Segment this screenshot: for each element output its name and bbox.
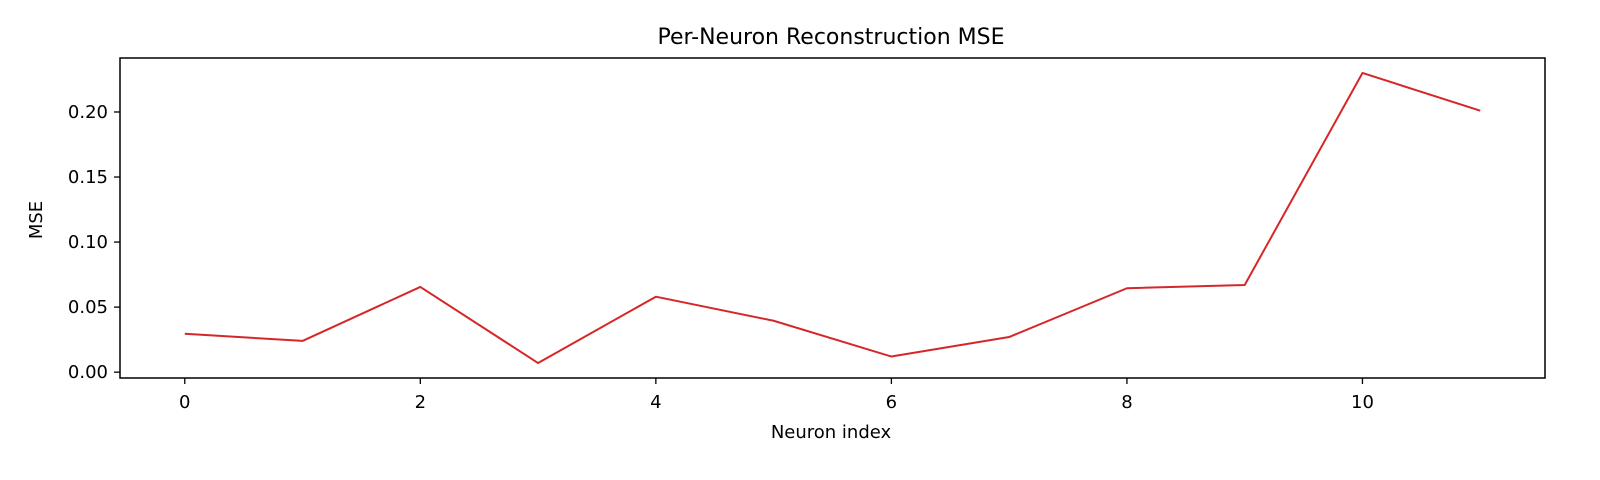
chart-title: Per-Neuron Reconstruction MSE xyxy=(658,25,1005,50)
y-axis-label: MSE xyxy=(26,201,47,239)
plot-area xyxy=(184,71,1481,365)
y-tick-label: 0.00 xyxy=(68,362,108,383)
x-tick-label: 2 xyxy=(415,392,426,413)
plot-frame xyxy=(119,57,1546,379)
x-axis-ticks: 0 2 4 6 8 10 xyxy=(179,378,1374,413)
y-tick-label: 0.05 xyxy=(68,297,108,318)
series-line-0 xyxy=(184,71,1481,365)
y-axis-ticks: 0.00 0.05 0.10 0.15 0.20 xyxy=(68,102,120,383)
x-tick-label: 10 xyxy=(1351,392,1374,413)
y-tick-label: 0.15 xyxy=(68,167,108,188)
x-axis-label: Neuron index xyxy=(771,422,892,443)
y-tick-label: 0.10 xyxy=(68,232,108,253)
x-tick-label: 4 xyxy=(650,392,661,413)
x-tick-label: 0 xyxy=(179,392,190,413)
x-tick-label: 6 xyxy=(886,392,897,413)
x-tick-label: 8 xyxy=(1121,392,1132,413)
y-tick-label: 0.20 xyxy=(68,102,108,123)
